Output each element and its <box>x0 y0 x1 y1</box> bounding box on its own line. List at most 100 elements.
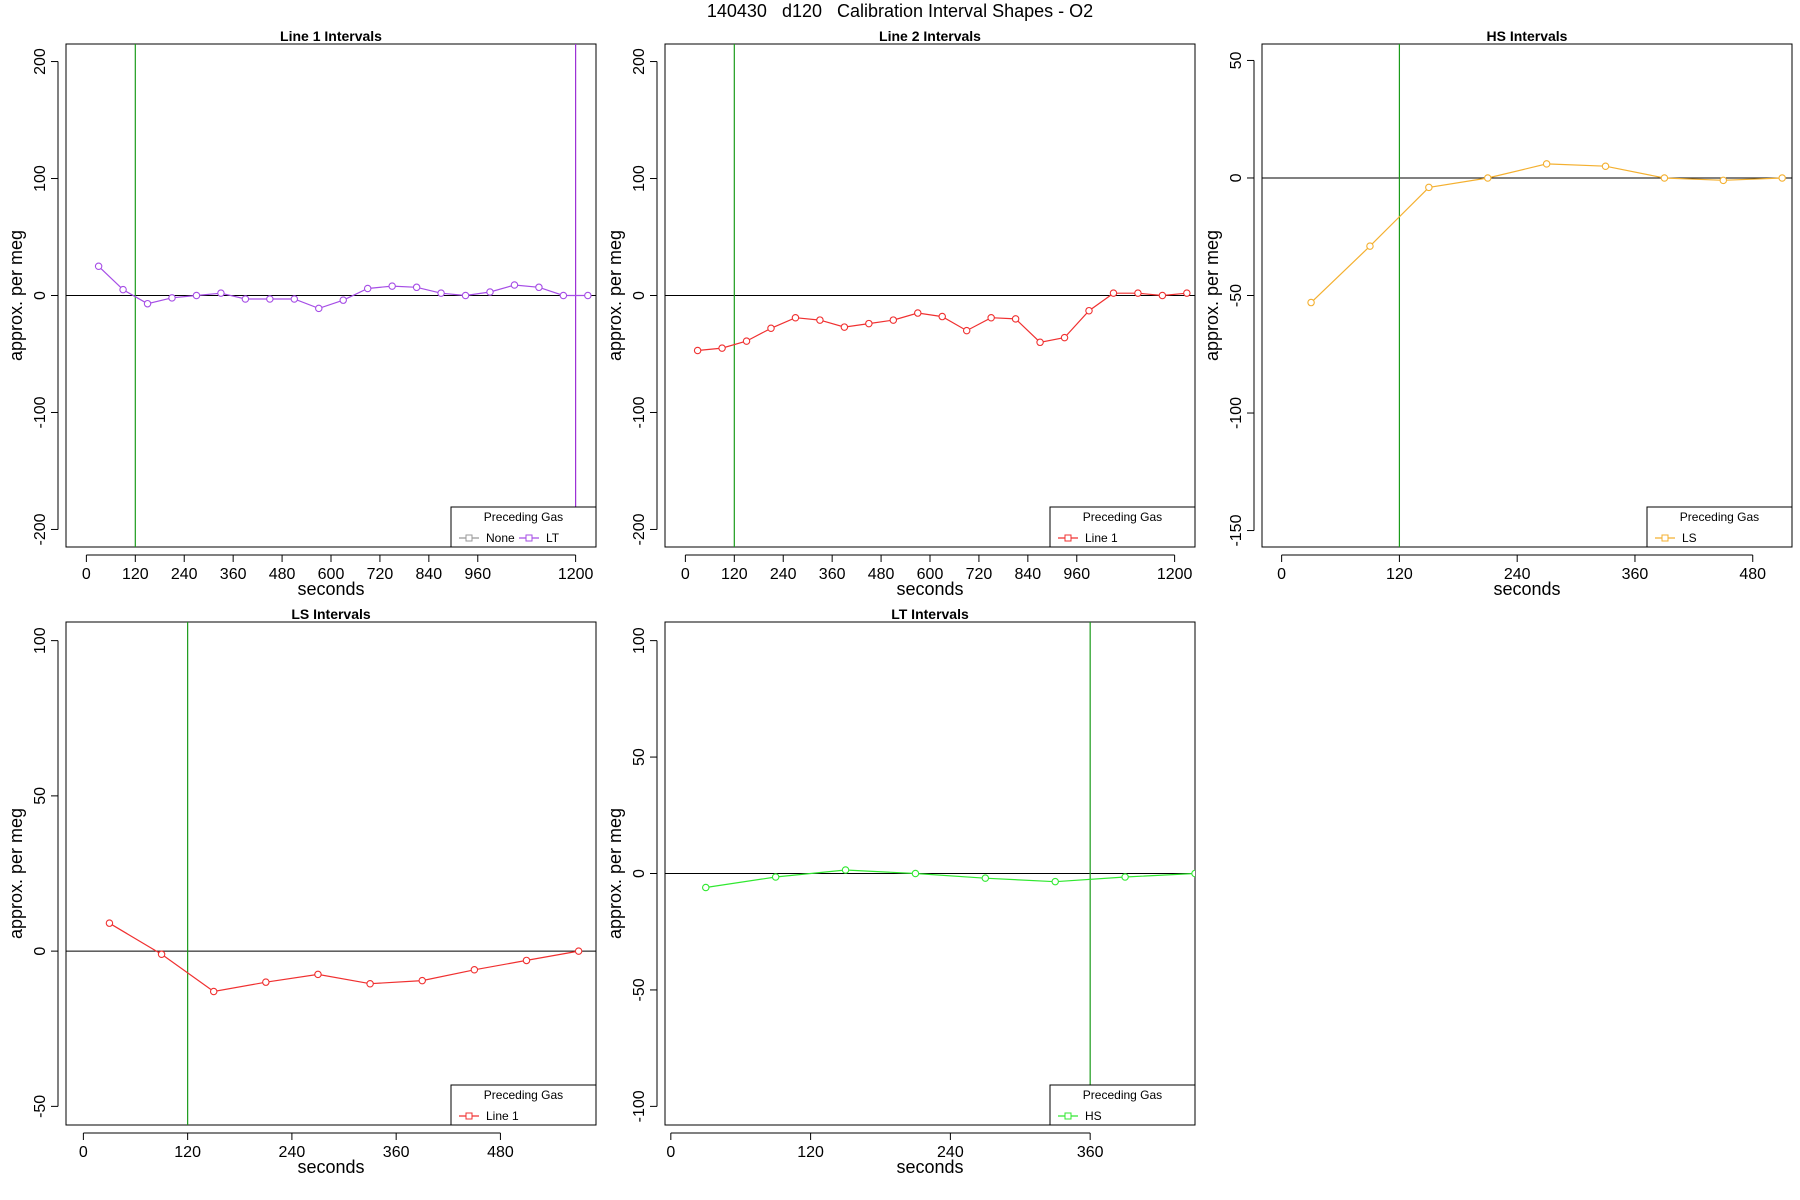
y-tick-label: 0 <box>32 947 49 956</box>
data-point <box>315 304 323 313</box>
x-tick-label: 480 <box>487 1144 514 1161</box>
data-point <box>574 947 583 955</box>
legend: Preceding Gas Line 1 <box>450 1084 597 1126</box>
y-tick-label: -50 <box>32 1095 49 1118</box>
x-axis: 0 120 240 360 480 600 720 840 960 1200 seconds <box>82 554 594 599</box>
data-point <box>1366 242 1374 250</box>
x-tick-label: 0 <box>681 566 690 583</box>
x-tick-label: 360 <box>819 566 846 583</box>
y-tick-label: -200 <box>631 513 648 545</box>
legend-entry-label: HS <box>1085 1109 1102 1123</box>
y-axis-label: approx. per meg <box>605 808 625 939</box>
data-point <box>339 296 347 304</box>
y-tick-label: -50 <box>1228 284 1245 307</box>
y-axis-label: approx. per meg <box>605 230 625 361</box>
legend-entry-label: Line 1 <box>1085 531 1118 545</box>
plot-area <box>665 44 1195 547</box>
data-point <box>742 337 751 345</box>
chart-panel-1: Line 1 Intervals 0 120 240 360 480 600 720 840 96… <box>6 28 597 599</box>
series-line <box>1310 163 1783 304</box>
y-tick-label: 0 <box>631 869 648 878</box>
y-axis-label: approx. per meg <box>1202 230 1222 361</box>
y-tick-label: 100 <box>631 627 648 654</box>
legend-title: Preceding Gas <box>1083 510 1162 524</box>
y-tick-label: -200 <box>32 513 49 545</box>
y-axis: -200 -100 0 100 200 approx. per meg <box>6 48 59 545</box>
data-point <box>168 294 176 302</box>
data-point <box>266 295 274 303</box>
y-tick-label: 50 <box>631 748 648 766</box>
y-axis: -150 -100 -50 0 50 approx. per meg <box>1202 51 1255 547</box>
chart-title: LS Intervals <box>291 606 371 622</box>
data-point <box>889 316 898 324</box>
data-point <box>1483 174 1492 182</box>
data-point <box>209 987 218 996</box>
x-tick-label: 960 <box>464 566 491 583</box>
data-point <box>1121 873 1129 881</box>
data-point <box>290 295 299 303</box>
y-tick-label: 200 <box>631 48 648 75</box>
legend-box <box>450 1084 597 1126</box>
y-tick-label: -100 <box>32 396 49 428</box>
data-point <box>1719 176 1728 185</box>
data-point <box>510 281 519 289</box>
legend-box <box>450 506 597 548</box>
x-tick-label: 480 <box>1739 566 1766 583</box>
data-point <box>1158 291 1167 300</box>
x-tick-label: 360 <box>1622 566 1649 583</box>
series-line <box>109 922 579 993</box>
data-point <box>1134 289 1142 297</box>
legend-box <box>1049 506 1196 548</box>
x-tick-label: 120 <box>1386 566 1413 583</box>
x-tick-label: 240 <box>1504 566 1531 583</box>
data-point <box>791 313 800 322</box>
legend-entry-label: None <box>486 531 515 545</box>
data-point <box>1036 338 1044 347</box>
legend-swatch-marker <box>465 1112 473 1120</box>
data-point <box>119 285 127 294</box>
plot-area <box>665 622 1195 1125</box>
y-axis: -50 0 50 100 approx. per meg <box>6 627 59 1118</box>
data-point <box>94 262 103 271</box>
y-tick-label: 200 <box>32 48 49 75</box>
chart-title: LT Intervals <box>891 606 969 622</box>
x-tick-label: 480 <box>868 566 895 583</box>
data-point <box>437 289 445 297</box>
y-tick-label: 100 <box>631 165 648 192</box>
data-point <box>363 284 372 293</box>
x-axis-label: seconds <box>896 1157 963 1177</box>
data-point <box>217 289 225 297</box>
data-point <box>486 288 494 296</box>
legend-entry-label: LT <box>546 531 560 545</box>
legend-entry-label: LS <box>1682 531 1697 545</box>
data-point <box>771 873 780 881</box>
data-point <box>1425 183 1433 192</box>
data-point <box>314 970 322 979</box>
data-point <box>470 966 479 974</box>
x-tick-label: 120 <box>797 1144 824 1161</box>
x-tick-label: 0 <box>1277 566 1286 583</box>
data-point <box>418 976 426 985</box>
data-point <box>693 346 702 355</box>
y-tick-label: 50 <box>1228 51 1245 69</box>
chart-panel-2: Line 2 Intervals 0 120 240 360 480 600 720 840 96… <box>605 28 1196 599</box>
data-point <box>1183 289 1191 297</box>
x-axis: 0 120 240 360 seconds <box>666 1132 1104 1177</box>
y-axis-label: approx. per meg <box>6 230 26 361</box>
data-point <box>461 291 470 300</box>
data-point <box>840 323 849 331</box>
x-tick-label: 600 <box>318 566 345 583</box>
data-point <box>841 866 850 874</box>
data-point <box>718 344 726 352</box>
plot-area <box>66 44 596 547</box>
plot-frame <box>65 621 597 1126</box>
y-tick-label: 50 <box>32 787 49 805</box>
data-point <box>1109 289 1118 297</box>
data-point <box>981 874 990 882</box>
chart-title: Line 1 Intervals <box>280 28 382 44</box>
x-tick-label: 720 <box>367 566 394 583</box>
data-point <box>157 950 166 958</box>
x-axis-label: seconds <box>297 579 364 599</box>
data-point <box>366 979 374 988</box>
data-point <box>412 283 421 292</box>
